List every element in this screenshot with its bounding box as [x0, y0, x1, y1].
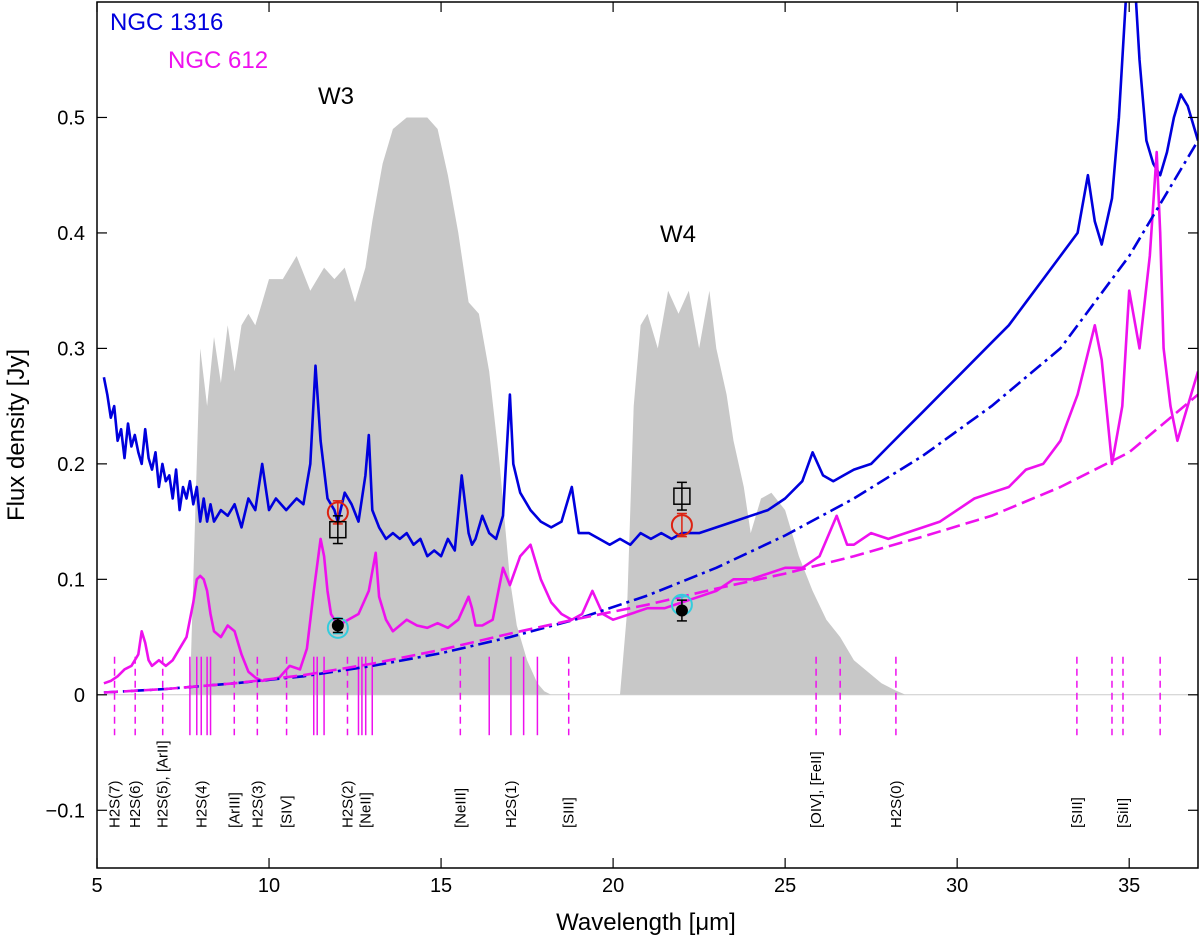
emission-line-ticks: [113, 656, 1161, 736]
point-black-filled: [331, 617, 344, 634]
marker: [675, 604, 688, 617]
emission-label: [SIV]: [279, 795, 296, 828]
point-red-circle: [670, 512, 693, 538]
emission-label: H2S(1): [503, 780, 520, 828]
series-ngc-612: [103, 150, 1198, 685]
axes: 5 10 15 20 25 30 35 −0.1 0 0.1 0.2 0.3 0.4 0.5: [46, 2, 1198, 897]
y-tick-label: 0: [74, 685, 85, 707]
legend-ngc612: NGC 612: [168, 47, 268, 74]
plot-frame: [96, 1, 1199, 869]
y-tick-label: 0.5: [57, 107, 85, 129]
y-axis-title: Flux density [Jy]: [3, 349, 30, 521]
emission-label: [SiII]: [1115, 798, 1132, 828]
series-ngc-1316: [102, 2, 1198, 558]
series-ngc-1316-model: [103, 139, 1198, 694]
point-black-square: [673, 481, 691, 511]
marker: [326, 616, 349, 639]
plot-border: [96, 1, 1199, 869]
marker: [670, 514, 693, 537]
x-tick-label: 20: [602, 875, 624, 897]
emission-label: [SIII]: [561, 797, 578, 828]
x-axis-title: Wavelength [μm]: [556, 909, 736, 936]
point-black-filled: [675, 599, 688, 622]
y-tick-label: 0.1: [57, 569, 85, 591]
point-black-square: [329, 515, 347, 545]
marker: [331, 619, 344, 632]
band-label-w4: W4: [660, 221, 696, 248]
emission-label: H2S(5), [ArII]: [155, 740, 172, 828]
band-label-w3: W3: [318, 83, 354, 110]
legend-ngc1316: NGC 1316: [110, 9, 223, 36]
x-tick-label: 5: [91, 875, 102, 897]
emission-label: H2S(0): [888, 780, 905, 828]
emission-label: [NeIII]: [452, 788, 469, 828]
marker: [673, 487, 691, 505]
photometry-points: [326, 481, 693, 639]
band-w3: [189, 117, 552, 695]
x-tick-label: 10: [258, 875, 280, 897]
emission-label: [OIV], [FeII]: [808, 751, 825, 828]
spectra: [102, 2, 1198, 694]
x-tick-label: 30: [946, 875, 968, 897]
y-tick-label: 0.2: [57, 454, 85, 476]
emission-label: [NeII]: [358, 792, 375, 828]
marker: [329, 520, 347, 539]
x-tick-label: 15: [430, 875, 452, 897]
emission-label: H2S(2): [340, 780, 357, 828]
series-ngc-612-model: [103, 393, 1198, 694]
emission-label: H2S(7): [107, 780, 124, 828]
emission-label: [SIII]: [1069, 797, 1086, 828]
emission-label: H2S(4): [193, 780, 210, 828]
emission-label: [ArIII]: [226, 792, 243, 828]
y-tick-label: 0.4: [57, 223, 85, 245]
x-tick-label: 25: [774, 875, 796, 897]
emission-line-labels: H2S(7) H2S(6) H2S(5), [ArII] H2S(4) [ArIII] H…: [107, 740, 1133, 828]
y-tick-label: −0.1: [46, 800, 85, 822]
filter-bands: [189, 117, 906, 695]
emission-label: H2S(6): [127, 780, 144, 828]
band-w4: [620, 290, 906, 695]
y-tick-label: 0.3: [57, 338, 85, 360]
x-tick-label: 35: [1118, 875, 1140, 897]
emission-label: H2S(3): [249, 780, 266, 828]
